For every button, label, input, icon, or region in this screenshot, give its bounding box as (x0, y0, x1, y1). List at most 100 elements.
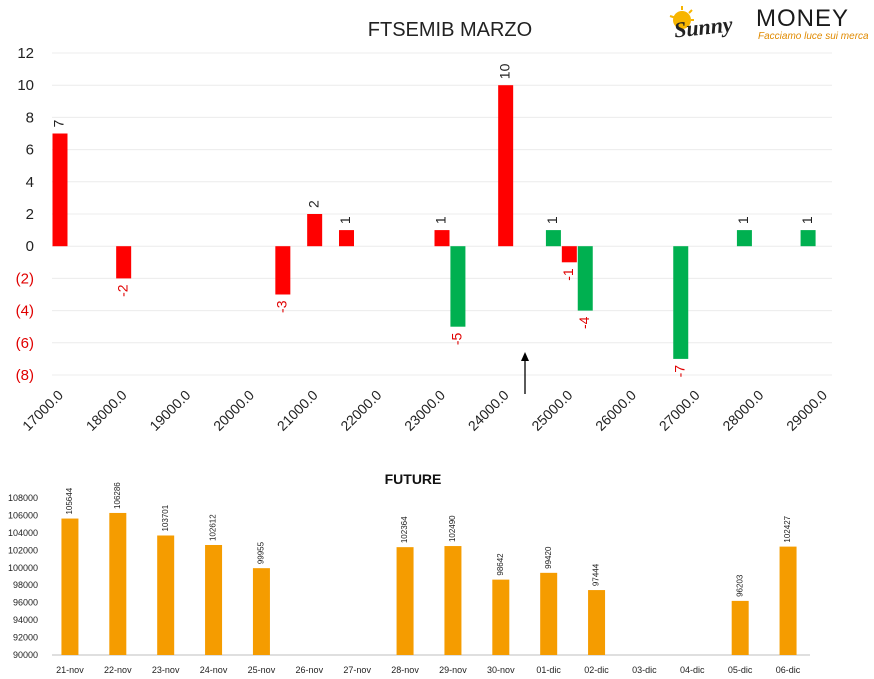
y-tick-label: 2 (26, 206, 34, 223)
chart2-bars (61, 512, 797, 655)
bar-data-label: -5 (449, 332, 465, 345)
chart1-x-axis: 17000.0 18000.0 19000.0 20000.0 21000.0 22000… (19, 387, 830, 434)
chart2-y-axis: 108000 106000 104000 102000 100000 98000 96000… (8, 493, 38, 660)
y-tick-label: 10 (17, 77, 34, 94)
x-tick-label: 01-dic (536, 665, 561, 675)
y-tick-label: 8 (26, 109, 34, 126)
bar-data-label: 103701 (161, 504, 170, 531)
chart1-data-labels: 7 -2 -3 2 1 1 -5 10 1 -1 -4 -7 1 1 (51, 63, 815, 377)
bar-data-label: 102364 (400, 516, 409, 543)
x-tick-label: 29000.0 (783, 387, 830, 434)
y-tick-label: 90000 (13, 650, 38, 660)
x-tick-label: 23-nov (152, 665, 180, 675)
bar (779, 546, 797, 655)
x-tick-label: 24000.0 (465, 387, 512, 434)
y-tick-label: 92000 (13, 633, 38, 643)
x-tick-label: 29-nov (439, 665, 467, 675)
chart2-data-labels: 105644 106286 103701 102612 99955 102364 10249… (65, 482, 792, 597)
x-tick-label: 05-dic (728, 665, 753, 675)
bar-data-label: 106286 (113, 482, 122, 509)
bar (450, 246, 466, 327)
x-tick-label: 20000.0 (210, 387, 257, 434)
x-tick-label: 27-nov (343, 665, 371, 675)
y-tick-label: 108000 (8, 493, 38, 503)
bar (157, 535, 175, 655)
chart1-y-axis: 12 10 8 6 4 2 0 (2) (4) (6) (8) (16, 45, 34, 384)
bar-data-label: 1 (799, 216, 815, 224)
bar (731, 600, 749, 655)
x-tick-label: 22-nov (104, 665, 132, 675)
bar (561, 246, 577, 263)
x-tick-label: 21000.0 (274, 387, 321, 434)
x-tick-label: 19000.0 (146, 387, 193, 434)
bar (307, 214, 323, 247)
bar (52, 133, 68, 247)
bar-data-label: 96203 (735, 574, 744, 597)
bar-data-label: 10 (496, 63, 512, 79)
chart1-title: FTSEMIB MARZO (368, 19, 532, 41)
bar (673, 246, 689, 359)
x-tick-label: 25000.0 (528, 387, 575, 434)
x-tick-label: 18000.0 (83, 387, 130, 434)
bar-data-label: 102612 (209, 514, 218, 541)
bar-data-label: 98642 (496, 553, 505, 576)
bar (577, 246, 593, 311)
bar-data-label: 1 (544, 216, 560, 224)
x-tick-label: 21-nov (56, 665, 84, 675)
x-tick-label: 04-dic (680, 665, 705, 675)
bar (275, 246, 291, 295)
y-tick-label: 96000 (13, 598, 38, 608)
bar-data-label: 7 (51, 120, 67, 128)
x-tick-label: 26000.0 (592, 387, 639, 434)
logo-sunny-text: Sunny (673, 11, 734, 42)
bar (434, 230, 450, 247)
bar-data-label: -1 (560, 268, 576, 281)
x-tick-label: 24-nov (200, 665, 228, 675)
bar (444, 546, 462, 655)
x-tick-label: 25-nov (248, 665, 276, 675)
x-tick-label: 22000.0 (337, 387, 384, 434)
x-tick-label: 28-nov (391, 665, 419, 675)
bar (116, 246, 132, 279)
bar (588, 590, 606, 655)
bar (61, 518, 79, 655)
bar (205, 544, 223, 655)
bar (339, 230, 354, 247)
bar-data-label: -4 (576, 316, 592, 329)
bar (540, 572, 558, 655)
x-tick-label: 23000.0 (401, 387, 448, 434)
y-tick-label: (4) (16, 303, 34, 320)
bar (396, 547, 414, 655)
y-tick-label: (6) (16, 335, 34, 352)
bar (545, 230, 561, 247)
bar-data-label: 99420 (544, 546, 553, 569)
x-tick-label: 27000.0 (656, 387, 703, 434)
bar (800, 230, 816, 247)
bar-data-label: 97444 (592, 563, 601, 586)
bar (252, 568, 270, 655)
x-tick-label: 26-nov (296, 665, 324, 675)
bar (109, 512, 127, 655)
x-tick-label: 30-nov (487, 665, 515, 675)
chart2-x-axis: 21-nov 22-nov 23-nov 24-nov 25-nov 26-nov 27-n… (56, 665, 801, 675)
y-tick-label: 102000 (8, 545, 38, 555)
bar-data-label: -2 (114, 284, 130, 297)
annotation-arrow (521, 352, 529, 394)
y-tick-label: (8) (16, 367, 34, 384)
y-tick-label: 106000 (8, 510, 38, 520)
chart1-gridlines (52, 52, 832, 376)
sunny-money-logo: Sunny MONEY Facciamo luce sui mercati (669, 5, 868, 42)
y-tick-label: 100000 (8, 563, 38, 573)
x-tick-label: 03-dic (632, 665, 657, 675)
bar-data-label: 99955 (257, 541, 266, 564)
bar (736, 230, 752, 247)
x-tick-label: 02-dic (584, 665, 609, 675)
bar-data-label: 2 (305, 200, 321, 208)
bar-data-label: 102427 (783, 515, 792, 542)
y-tick-label: 98000 (13, 580, 38, 590)
x-tick-label: 06-dic (776, 665, 801, 675)
y-tick-label: 6 (26, 142, 34, 159)
y-tick-label: 12 (17, 45, 34, 62)
y-tick-label: 0 (26, 238, 34, 255)
